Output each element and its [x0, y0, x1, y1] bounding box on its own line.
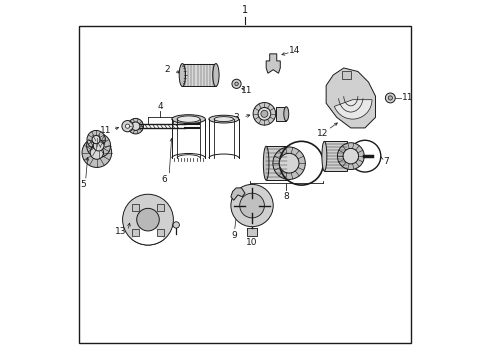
Circle shape: [253, 103, 276, 125]
Ellipse shape: [177, 116, 200, 122]
Circle shape: [92, 135, 100, 144]
Circle shape: [279, 153, 299, 173]
Text: 11: 11: [100, 126, 111, 135]
Polygon shape: [231, 188, 245, 200]
Bar: [324, 141, 347, 171]
Circle shape: [338, 143, 364, 170]
Circle shape: [231, 184, 273, 227]
Text: 9: 9: [232, 231, 237, 240]
Ellipse shape: [263, 146, 269, 180]
Circle shape: [173, 222, 179, 228]
Text: 7: 7: [383, 157, 389, 166]
Ellipse shape: [284, 107, 289, 121]
Bar: [276, 107, 286, 121]
Wedge shape: [132, 220, 164, 245]
Circle shape: [131, 122, 140, 130]
Text: 12: 12: [317, 129, 328, 138]
Bar: [247, 229, 257, 235]
Text: 11: 11: [402, 94, 414, 103]
Bar: [157, 229, 164, 236]
Circle shape: [232, 79, 241, 89]
Text: 8: 8: [283, 192, 289, 201]
Ellipse shape: [322, 141, 327, 171]
Bar: [266, 146, 287, 180]
Text: 14: 14: [289, 46, 300, 55]
Text: 11: 11: [241, 86, 252, 95]
Circle shape: [82, 138, 112, 167]
Polygon shape: [266, 54, 280, 73]
Circle shape: [261, 110, 268, 117]
Circle shape: [122, 121, 133, 132]
Circle shape: [258, 108, 271, 120]
Bar: [157, 204, 164, 211]
Text: 2: 2: [165, 65, 170, 74]
Circle shape: [125, 124, 130, 128]
Circle shape: [240, 193, 265, 218]
Text: 6: 6: [161, 175, 167, 184]
Ellipse shape: [172, 115, 205, 123]
Circle shape: [87, 130, 105, 149]
Ellipse shape: [209, 115, 239, 123]
Bar: [132, 229, 139, 236]
Polygon shape: [326, 68, 375, 128]
Text: 13: 13: [115, 228, 126, 237]
Ellipse shape: [179, 64, 186, 86]
Text: 4: 4: [157, 102, 163, 111]
Circle shape: [137, 208, 159, 231]
Circle shape: [87, 134, 111, 158]
Wedge shape: [334, 100, 372, 119]
Text: 10: 10: [246, 238, 258, 247]
Circle shape: [90, 146, 103, 159]
Circle shape: [128, 118, 144, 134]
Ellipse shape: [214, 117, 234, 122]
Bar: [132, 204, 139, 211]
Text: 1: 1: [242, 5, 248, 15]
Text: 5: 5: [80, 180, 86, 189]
Circle shape: [93, 140, 104, 151]
Circle shape: [273, 147, 305, 179]
Bar: [342, 72, 351, 78]
Bar: [182, 64, 216, 86]
Circle shape: [343, 148, 359, 164]
Text: 3: 3: [233, 113, 239, 122]
Circle shape: [122, 194, 173, 245]
Circle shape: [386, 93, 395, 103]
Circle shape: [388, 96, 392, 100]
Ellipse shape: [213, 64, 219, 86]
Circle shape: [235, 82, 238, 86]
